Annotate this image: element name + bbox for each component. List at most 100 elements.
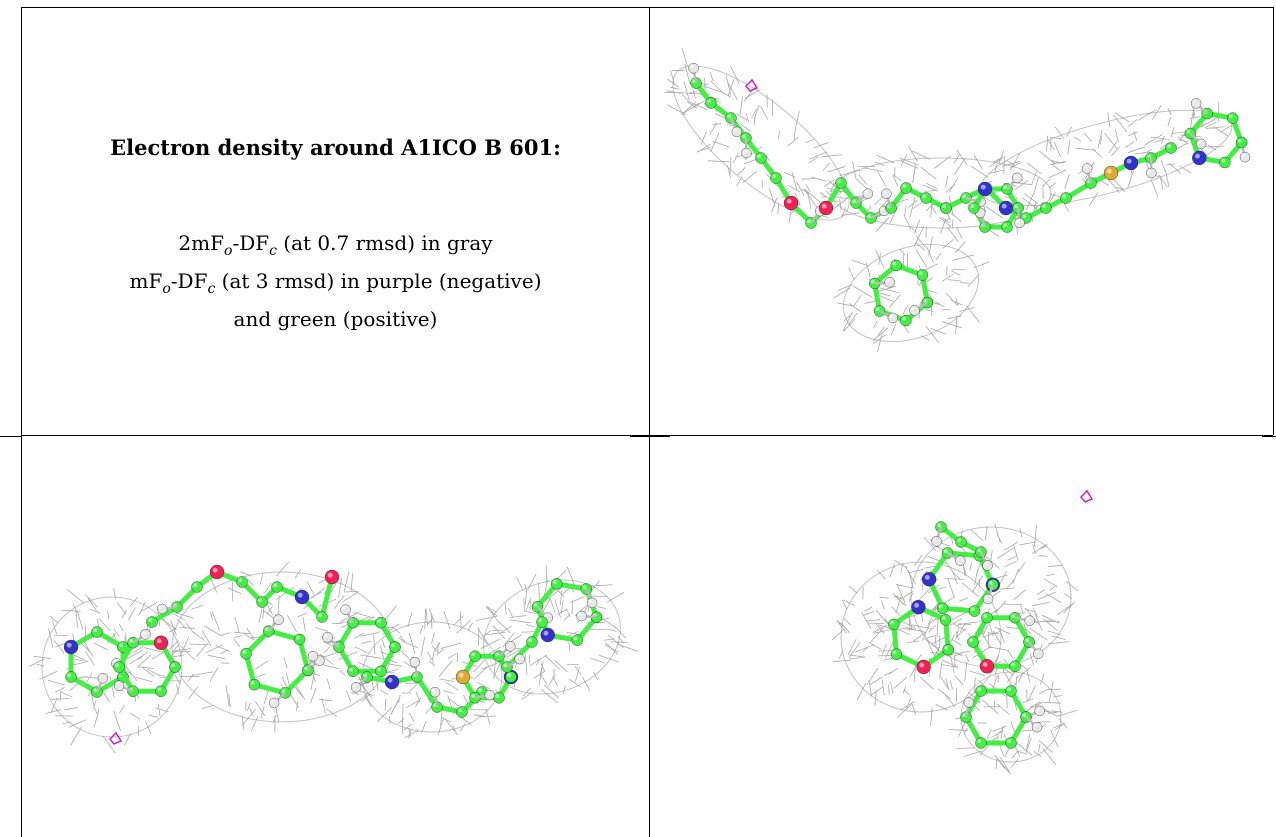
grid-border-right (1273, 7, 1274, 435)
legend-text: mF (129, 269, 163, 293)
density-view-top-right (651, 8, 1273, 435)
atom-sphere (456, 706, 468, 718)
atom-sphere (1165, 142, 1177, 154)
atom-sphere (322, 632, 333, 643)
atom-sphere (209, 564, 225, 580)
atom-sphere (1239, 151, 1251, 163)
atom-sphere (731, 126, 743, 138)
atom-sphere (248, 678, 261, 691)
atom-sphere (293, 633, 306, 646)
atom-sphere (347, 665, 359, 677)
legend-sub: o (162, 281, 171, 297)
atom-sphere (505, 641, 516, 652)
atom-sphere (955, 536, 967, 548)
atom-sphere (65, 671, 77, 683)
legend-line-2: mFo-DFc (at 3 rmsd) in purple (negative) (22, 266, 649, 304)
atom-sphere (1195, 138, 1207, 150)
atom-sphere (688, 62, 699, 74)
atom-sphere (571, 634, 583, 646)
grid-border-left (21, 7, 22, 837)
atom-sphere (375, 665, 387, 677)
atom-sphere (191, 581, 203, 593)
atom-sphere (890, 259, 902, 272)
atom-sphere (940, 202, 952, 214)
caption-cell: Electron density around A1ICO B 601: 2mF… (22, 8, 649, 435)
atom-sphere (256, 596, 268, 608)
atom-sphere (911, 599, 926, 615)
atom-sphere (294, 589, 310, 605)
atom-sphere (271, 581, 283, 593)
atom-sphere (705, 97, 717, 109)
grid-tick-right (1262, 436, 1276, 437)
atom-sphere (1219, 156, 1231, 169)
atom-sphere (540, 627, 555, 643)
atom-sphere (324, 569, 340, 585)
legend-line-3: and green (positive) (233, 307, 438, 331)
atom-sphere (968, 202, 980, 214)
atom-sphere (916, 269, 929, 281)
density-mesh (473, 565, 639, 703)
atom-sphere (526, 636, 538, 648)
atom-sphere (1014, 217, 1025, 229)
atom-sphere (1146, 167, 1157, 179)
atom-sphere (1123, 155, 1139, 171)
atom-sphere (429, 686, 441, 698)
atom-sphere (888, 618, 900, 631)
atom-sphere (63, 639, 79, 655)
figure-legend: 2mFo-DFc (at 0.7 rmsd) in gray mFo-DFc (… (22, 228, 649, 334)
legend-line-1: 2mFo-DFc (at 0.7 rmsd) in gray (22, 228, 649, 266)
negative-density-blob (744, 78, 759, 92)
atom-sphere (155, 685, 167, 697)
atom-sphere (586, 597, 598, 609)
atom-sphere (887, 312, 899, 324)
density-mesh (831, 554, 1011, 727)
atom-sphere (455, 669, 471, 685)
atom-sphere (146, 616, 158, 628)
atom-sphere (113, 661, 125, 673)
atom-sphere (1033, 648, 1044, 659)
atom-sphere (551, 578, 563, 590)
atom-sphere (741, 147, 752, 159)
atom-sphere (240, 648, 252, 660)
atom-sphere (998, 200, 1014, 216)
negative-density-blob (1079, 489, 1094, 503)
atom-sphere (963, 697, 975, 708)
atom-sphere (536, 616, 548, 628)
bond-stick (414, 674, 440, 710)
atom-sphere (505, 671, 517, 683)
atom-sphere (920, 192, 932, 204)
density-view-bottom-left (22, 437, 649, 837)
atom-sphere (770, 172, 782, 184)
grid-divider-vertical (649, 7, 650, 837)
grid-tick-mid (630, 436, 670, 437)
density-mesh (664, 48, 861, 224)
molecule-view-3-image (831, 489, 1094, 775)
negative-density-blob (108, 731, 123, 745)
grid-divider-horizontal (22, 435, 1273, 436)
atom-sphere (900, 314, 912, 327)
atom-sphere (941, 547, 954, 559)
atom-sphere (783, 195, 799, 211)
atom-sphere (890, 648, 903, 660)
atom-sphere (113, 680, 125, 691)
grid-border-top (22, 7, 1273, 8)
atom-sphere (1060, 192, 1072, 204)
atom-sphere (91, 626, 103, 638)
atom-sphere (967, 636, 979, 648)
atom-sphere (156, 603, 168, 615)
atom-sphere (268, 697, 280, 709)
atom-sphere (835, 177, 847, 189)
atom-sphere (389, 641, 401, 653)
legend-text: 2mF (178, 231, 224, 255)
legend-text: (at 3 rmsd) in purple (negative) (215, 269, 542, 293)
atom-sphere (153, 635, 169, 650)
atom-sphere (1103, 165, 1119, 181)
atom-sphere (236, 576, 248, 588)
legend-sub: c (207, 281, 216, 297)
atom-sphere (818, 200, 834, 216)
legend-text: -DF (170, 269, 208, 293)
atom-sphere (916, 659, 931, 675)
legend-sub: c (269, 243, 277, 259)
atom-sphere (1031, 721, 1043, 733)
atom-sphere (884, 277, 895, 288)
